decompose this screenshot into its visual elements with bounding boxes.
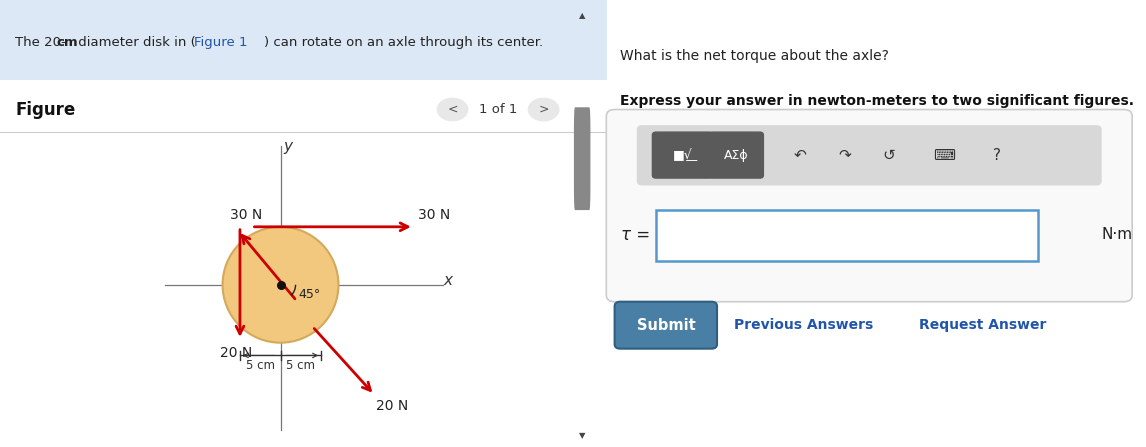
Text: AΣϕ: AΣϕ [723, 148, 748, 162]
Text: x: x [442, 273, 452, 287]
Text: Submit: Submit [637, 318, 696, 333]
Text: 5 cm: 5 cm [286, 359, 315, 372]
Text: The 20-: The 20- [15, 36, 66, 49]
Text: N·m: N·m [1101, 227, 1133, 242]
Text: ↶: ↶ [794, 148, 807, 163]
Text: What is the net torque about the axle?: What is the net torque about the axle? [620, 49, 889, 63]
Text: y: y [283, 139, 292, 154]
Text: 1 of 1: 1 of 1 [479, 103, 517, 116]
Text: Figure 1: Figure 1 [195, 36, 248, 49]
Circle shape [528, 98, 559, 121]
Text: ▼: ▼ [579, 431, 586, 440]
Text: 5 cm: 5 cm [245, 359, 275, 372]
Bar [0, 0, 607, 80]
Text: Previous Answers: Previous Answers [733, 318, 873, 333]
Text: ?: ? [992, 148, 1000, 163]
Text: <: < [447, 103, 457, 116]
FancyBboxPatch shape [606, 110, 1132, 302]
FancyBboxPatch shape [574, 107, 590, 210]
Text: >: > [539, 103, 549, 116]
FancyBboxPatch shape [652, 131, 713, 179]
Text: ↺: ↺ [882, 148, 895, 163]
Text: ■√͟: ■√͟ [673, 148, 692, 162]
FancyBboxPatch shape [614, 302, 717, 349]
FancyBboxPatch shape [657, 210, 1038, 261]
Text: ) can rotate on an axle through its center.: ) can rotate on an axle through its cent… [265, 36, 543, 49]
Text: diameter disk in (: diameter disk in ( [74, 36, 196, 49]
Text: ▲: ▲ [579, 11, 586, 20]
Text: Request Answer: Request Answer [919, 318, 1046, 333]
Circle shape [438, 98, 468, 121]
Text: Express your answer in newton-meters to two significant figures.: Express your answer in newton-meters to … [620, 93, 1135, 108]
Text: ↷: ↷ [838, 148, 850, 163]
Circle shape [222, 227, 338, 343]
Text: ⌨: ⌨ [933, 148, 955, 163]
Text: Figure: Figure [15, 101, 76, 118]
FancyBboxPatch shape [637, 125, 1101, 186]
Text: τ =: τ = [621, 226, 651, 244]
Text: 20 N: 20 N [376, 400, 408, 413]
Text: cm: cm [56, 36, 78, 49]
Text: 30 N: 30 N [418, 208, 450, 222]
Text: 30 N: 30 N [229, 208, 261, 222]
Text: 45°: 45° [298, 288, 321, 301]
FancyBboxPatch shape [708, 131, 764, 179]
Text: 20 N: 20 N [220, 346, 252, 359]
